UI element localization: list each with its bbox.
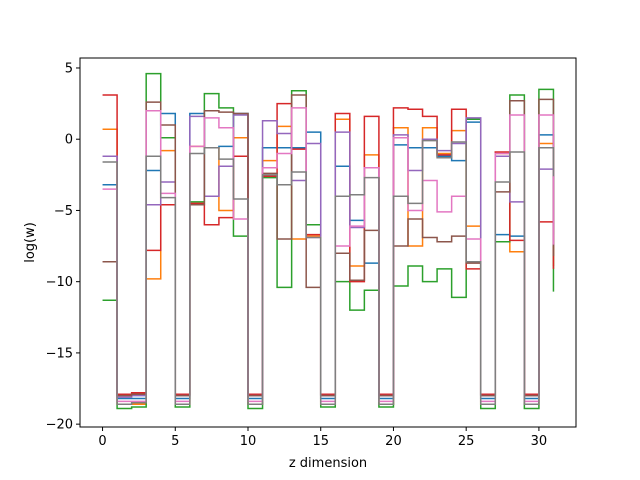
x-tick-label: 30	[531, 434, 548, 449]
x-tick-label: 10	[240, 434, 257, 449]
y-tick-label: −5	[54, 204, 73, 219]
x-tick-label: 15	[312, 434, 329, 449]
x-tick-label: 20	[385, 434, 402, 449]
plot-frame	[79, 57, 577, 428]
x-axis-ticks: 0 5 10 15 20 25 30	[98, 427, 547, 449]
series-layer	[102, 72, 555, 410]
y-tick-label: −20	[46, 418, 73, 433]
y-tick-label: 5	[65, 61, 73, 76]
y-tick-label: −15	[46, 346, 73, 361]
y-axis-label: log(w)	[23, 222, 38, 263]
series-line-8	[102, 139, 555, 405]
x-tick-label: 25	[458, 434, 475, 449]
y-axis-ticks: 5 0 −5 −10 −15 −20	[46, 61, 80, 433]
x-tick-label: 5	[171, 434, 179, 449]
y-tick-label: −10	[46, 275, 73, 290]
y-tick-label: 0	[65, 133, 73, 148]
x-tick-label: 0	[98, 434, 106, 449]
x-axis-label: z dimension	[289, 456, 367, 471]
